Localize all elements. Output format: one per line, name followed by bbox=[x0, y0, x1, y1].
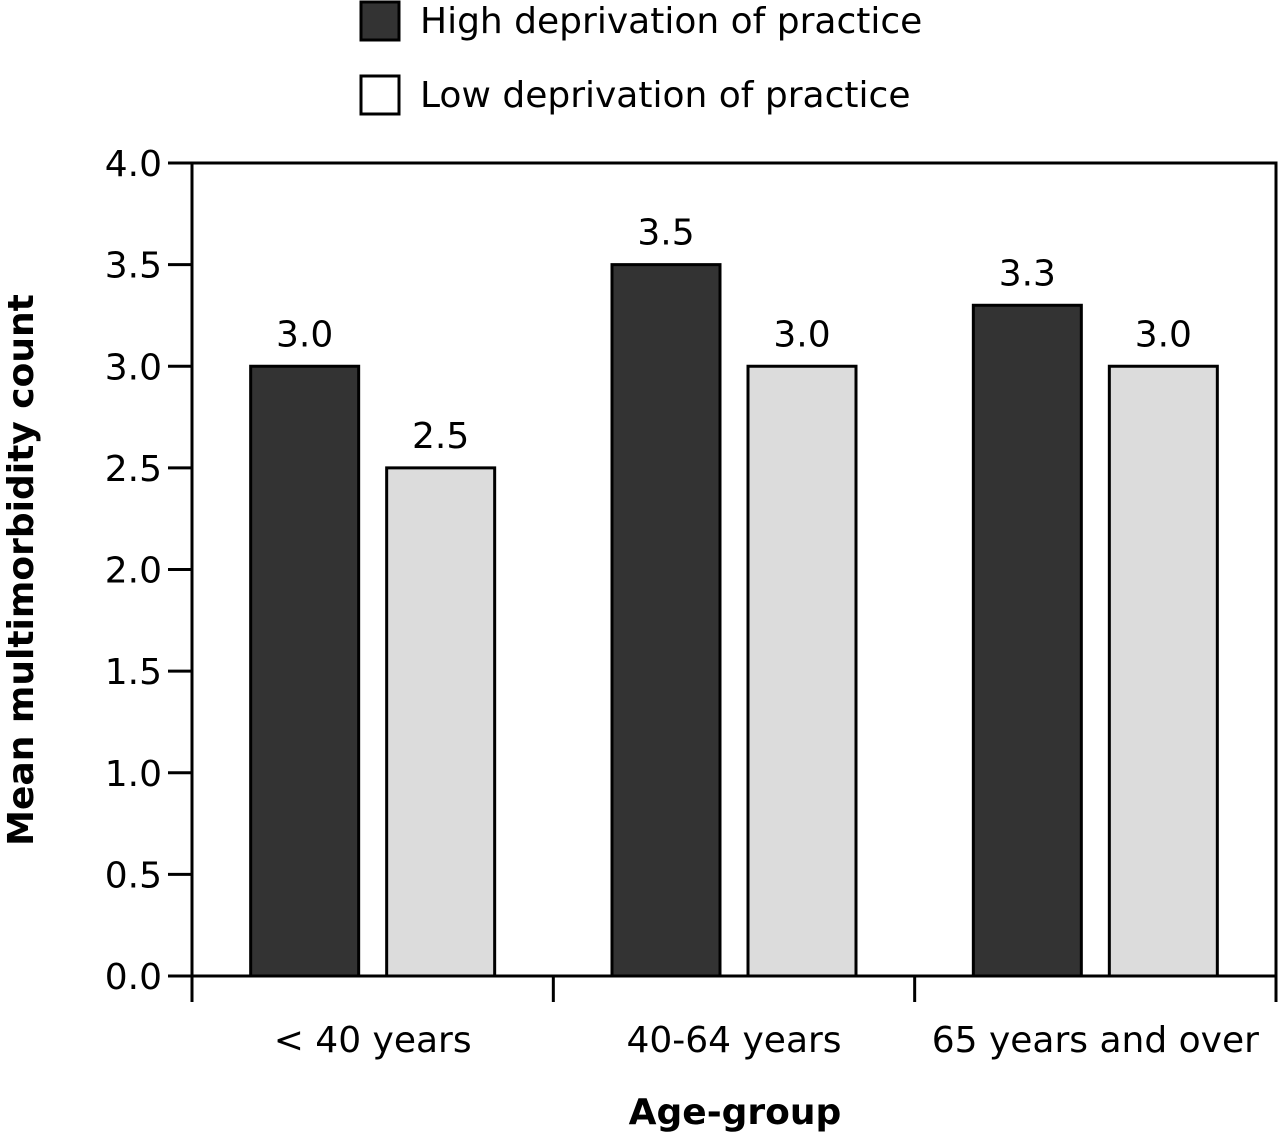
legend-swatch-high bbox=[359, 0, 401, 42]
y-tick-label: 3.5 bbox=[105, 246, 162, 287]
bar-high-deprivation bbox=[971, 303, 1083, 978]
y-tick-label: 1.5 bbox=[105, 652, 162, 693]
x-category-label: 65 years and over bbox=[932, 1020, 1259, 1061]
y-tick-label: 2.0 bbox=[105, 551, 162, 592]
bar-value-label: 2.5 bbox=[412, 416, 469, 457]
bar-high-deprivation bbox=[249, 364, 361, 978]
bar-value-label: 3.0 bbox=[773, 314, 830, 355]
bar-value-label: 3.0 bbox=[1135, 314, 1192, 355]
legend-swatch-low bbox=[359, 74, 401, 116]
bar-low-deprivation bbox=[385, 466, 497, 978]
y-tick-label: 0.0 bbox=[105, 957, 162, 998]
y-tick-label: 4.0 bbox=[105, 144, 162, 185]
bars: 3.0 2.5 3.5 3.0 3.3 3.0 bbox=[249, 213, 1219, 978]
x-axis-title: Age-group bbox=[629, 1092, 842, 1133]
y-tick-label: 2.5 bbox=[105, 449, 162, 490]
y-axis-title: Mean multimorbidity count bbox=[1, 294, 42, 846]
x-axis: < 40 years 40-64 years 65 years and over bbox=[190, 976, 1278, 1061]
bar-value-label: 3.5 bbox=[637, 213, 694, 254]
bar-high-deprivation bbox=[610, 263, 722, 978]
bar-value-label: 3.3 bbox=[999, 253, 1056, 294]
y-tick-label: 1.0 bbox=[105, 754, 162, 795]
y-tick-label: 0.5 bbox=[105, 855, 162, 896]
legend-label-low: Low deprivation of practice bbox=[420, 75, 910, 116]
legend: High deprivation of practice Low depriva… bbox=[359, 0, 922, 116]
y-axis: 0.0 0.5 1.0 1.5 2.0 2.5 3.0 3.5 4.0 bbox=[105, 144, 192, 998]
bar-value-label: 3.0 bbox=[276, 314, 333, 355]
bar-low-deprivation bbox=[1107, 364, 1219, 978]
x-category-label: 40-64 years bbox=[626, 1020, 841, 1061]
y-tick-label: 3.0 bbox=[105, 347, 162, 388]
x-category-label: < 40 years bbox=[274, 1020, 472, 1061]
bar-low-deprivation bbox=[746, 364, 858, 978]
legend-label-high: High deprivation of practice bbox=[420, 1, 922, 42]
